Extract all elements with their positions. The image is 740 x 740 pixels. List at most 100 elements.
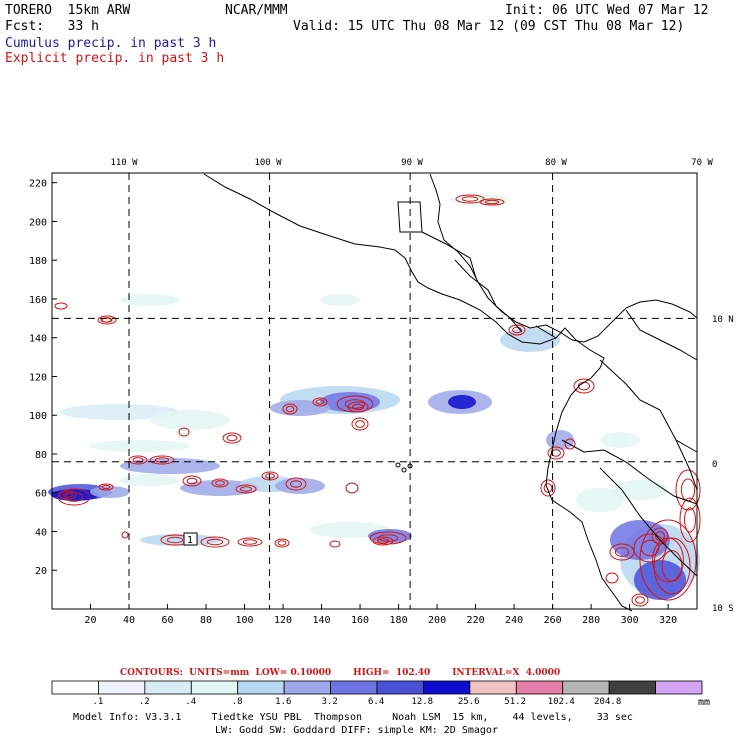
lon-label: 90 W (401, 158, 423, 168)
x-tick-label: 20 (84, 615, 96, 626)
caribbean-coast (429, 173, 698, 343)
contour-ring (97, 315, 117, 325)
contour-ring (355, 420, 365, 428)
contour-ring (633, 533, 667, 563)
contour-ring (675, 469, 701, 511)
x-tick-label: 120 (274, 615, 292, 626)
org-label: NCAR/MMM (225, 3, 288, 18)
contour-ring (54, 302, 68, 310)
contour-ring (377, 538, 389, 544)
y-tick-label: 160 (29, 295, 47, 306)
contour-ring (222, 432, 242, 444)
y-tick-label: 80 (35, 450, 47, 461)
contour-ring (680, 478, 696, 502)
precip-cell (546, 430, 574, 450)
mexico-coast (203, 173, 633, 612)
color-bar-label: 51.2 (504, 697, 526, 707)
precip-cell (448, 395, 476, 409)
contour-ring (211, 478, 229, 488)
contour-ring (121, 531, 129, 539)
color-bar-label: .2 (138, 697, 150, 707)
contour-ring (312, 397, 328, 407)
color-bar-label: 204.8 (594, 697, 622, 707)
contour-ring (285, 405, 295, 413)
x-tick-label: 60 (161, 615, 173, 626)
contour-ring (186, 477, 198, 485)
contour-ring (261, 471, 279, 481)
color-bar-label: 102.4 (547, 697, 575, 707)
contour-ring (57, 488, 91, 506)
color-bar-label: .8 (231, 697, 243, 707)
x-tick-label: 180 (390, 615, 408, 626)
contour-ring (564, 438, 576, 450)
contour-ring (237, 537, 263, 547)
y-tick-label: 20 (35, 566, 47, 577)
model-info: Model Info: V3.3.1 Tiedtke YSU PBL Thomp… (73, 712, 633, 723)
forecast-hour: Fcst: 33 h (5, 19, 99, 34)
contour-ring (508, 324, 526, 336)
contour-ring (149, 455, 175, 465)
contour-ring (639, 519, 697, 601)
color-bar-label: 25.6 (457, 697, 480, 707)
precip-cell (270, 400, 330, 416)
contour-ring (98, 483, 114, 491)
contour-ring (206, 538, 224, 546)
nicaragua-border (454, 259, 497, 307)
x-tick-label: 260 (544, 615, 562, 626)
lat-label: 0 (712, 460, 717, 470)
honduras-border (421, 231, 477, 279)
y-tick-label: 220 (29, 179, 47, 190)
venezuela-border (625, 309, 698, 361)
contour-ring (651, 527, 669, 545)
lat-lon-grid (52, 173, 697, 609)
peru-border (599, 467, 698, 577)
contour-ring (59, 490, 77, 500)
contour-ring (240, 486, 252, 492)
contour-ring (543, 483, 553, 493)
x-tick-label: 280 (582, 615, 600, 626)
lat-label: 10 S (712, 604, 734, 614)
precip-cell (140, 534, 220, 546)
galapagos-island (401, 467, 407, 473)
lon-label: 110 W (110, 158, 138, 168)
contour-ring (290, 480, 302, 488)
precip-cell (60, 404, 180, 420)
field-cumulus-label: Cumulus precip. in past 3 h (5, 36, 217, 51)
y-tick-label: 60 (35, 489, 47, 500)
contour-ring (200, 536, 230, 548)
contour-ring (329, 540, 341, 548)
y-tick-label: 140 (29, 334, 47, 345)
x-tick-label: 320 (659, 615, 677, 626)
color-bar-label: .1 (92, 697, 104, 707)
contour-ring (344, 399, 366, 409)
contour-ring (63, 492, 73, 498)
contour-ring (512, 326, 522, 334)
contour-ring (640, 539, 660, 557)
contour-ring (178, 427, 190, 437)
contour-ring (661, 550, 683, 582)
contour-ring (347, 401, 369, 413)
x-tick-label: 240 (505, 615, 523, 626)
contour-ring (455, 194, 485, 204)
contour-ring (242, 539, 258, 545)
contour-ring (285, 477, 307, 491)
contour-ring (573, 378, 595, 394)
x-tick-label: 160 (351, 615, 369, 626)
station-marker-label: 1 (187, 535, 193, 546)
lat-label: 10 N (712, 315, 734, 325)
y-tick-label: 120 (29, 372, 47, 383)
contour-ring (226, 434, 238, 442)
contour-ring (282, 403, 298, 415)
map-frame (51, 172, 698, 610)
contour-ring (614, 547, 630, 557)
color-bar-unit: mm (698, 697, 711, 708)
contour-ring (631, 593, 649, 607)
precip-shading (48, 194, 700, 600)
precip-cell (120, 294, 180, 306)
precip-cell (576, 488, 624, 512)
ecuador-border (561, 439, 698, 505)
field-explicit-label: Explicit precip. in past 3 h (5, 51, 225, 66)
contour-ring (274, 538, 290, 548)
init-time: Init: 06 UTC Wed 07 Mar 12 (505, 3, 709, 18)
